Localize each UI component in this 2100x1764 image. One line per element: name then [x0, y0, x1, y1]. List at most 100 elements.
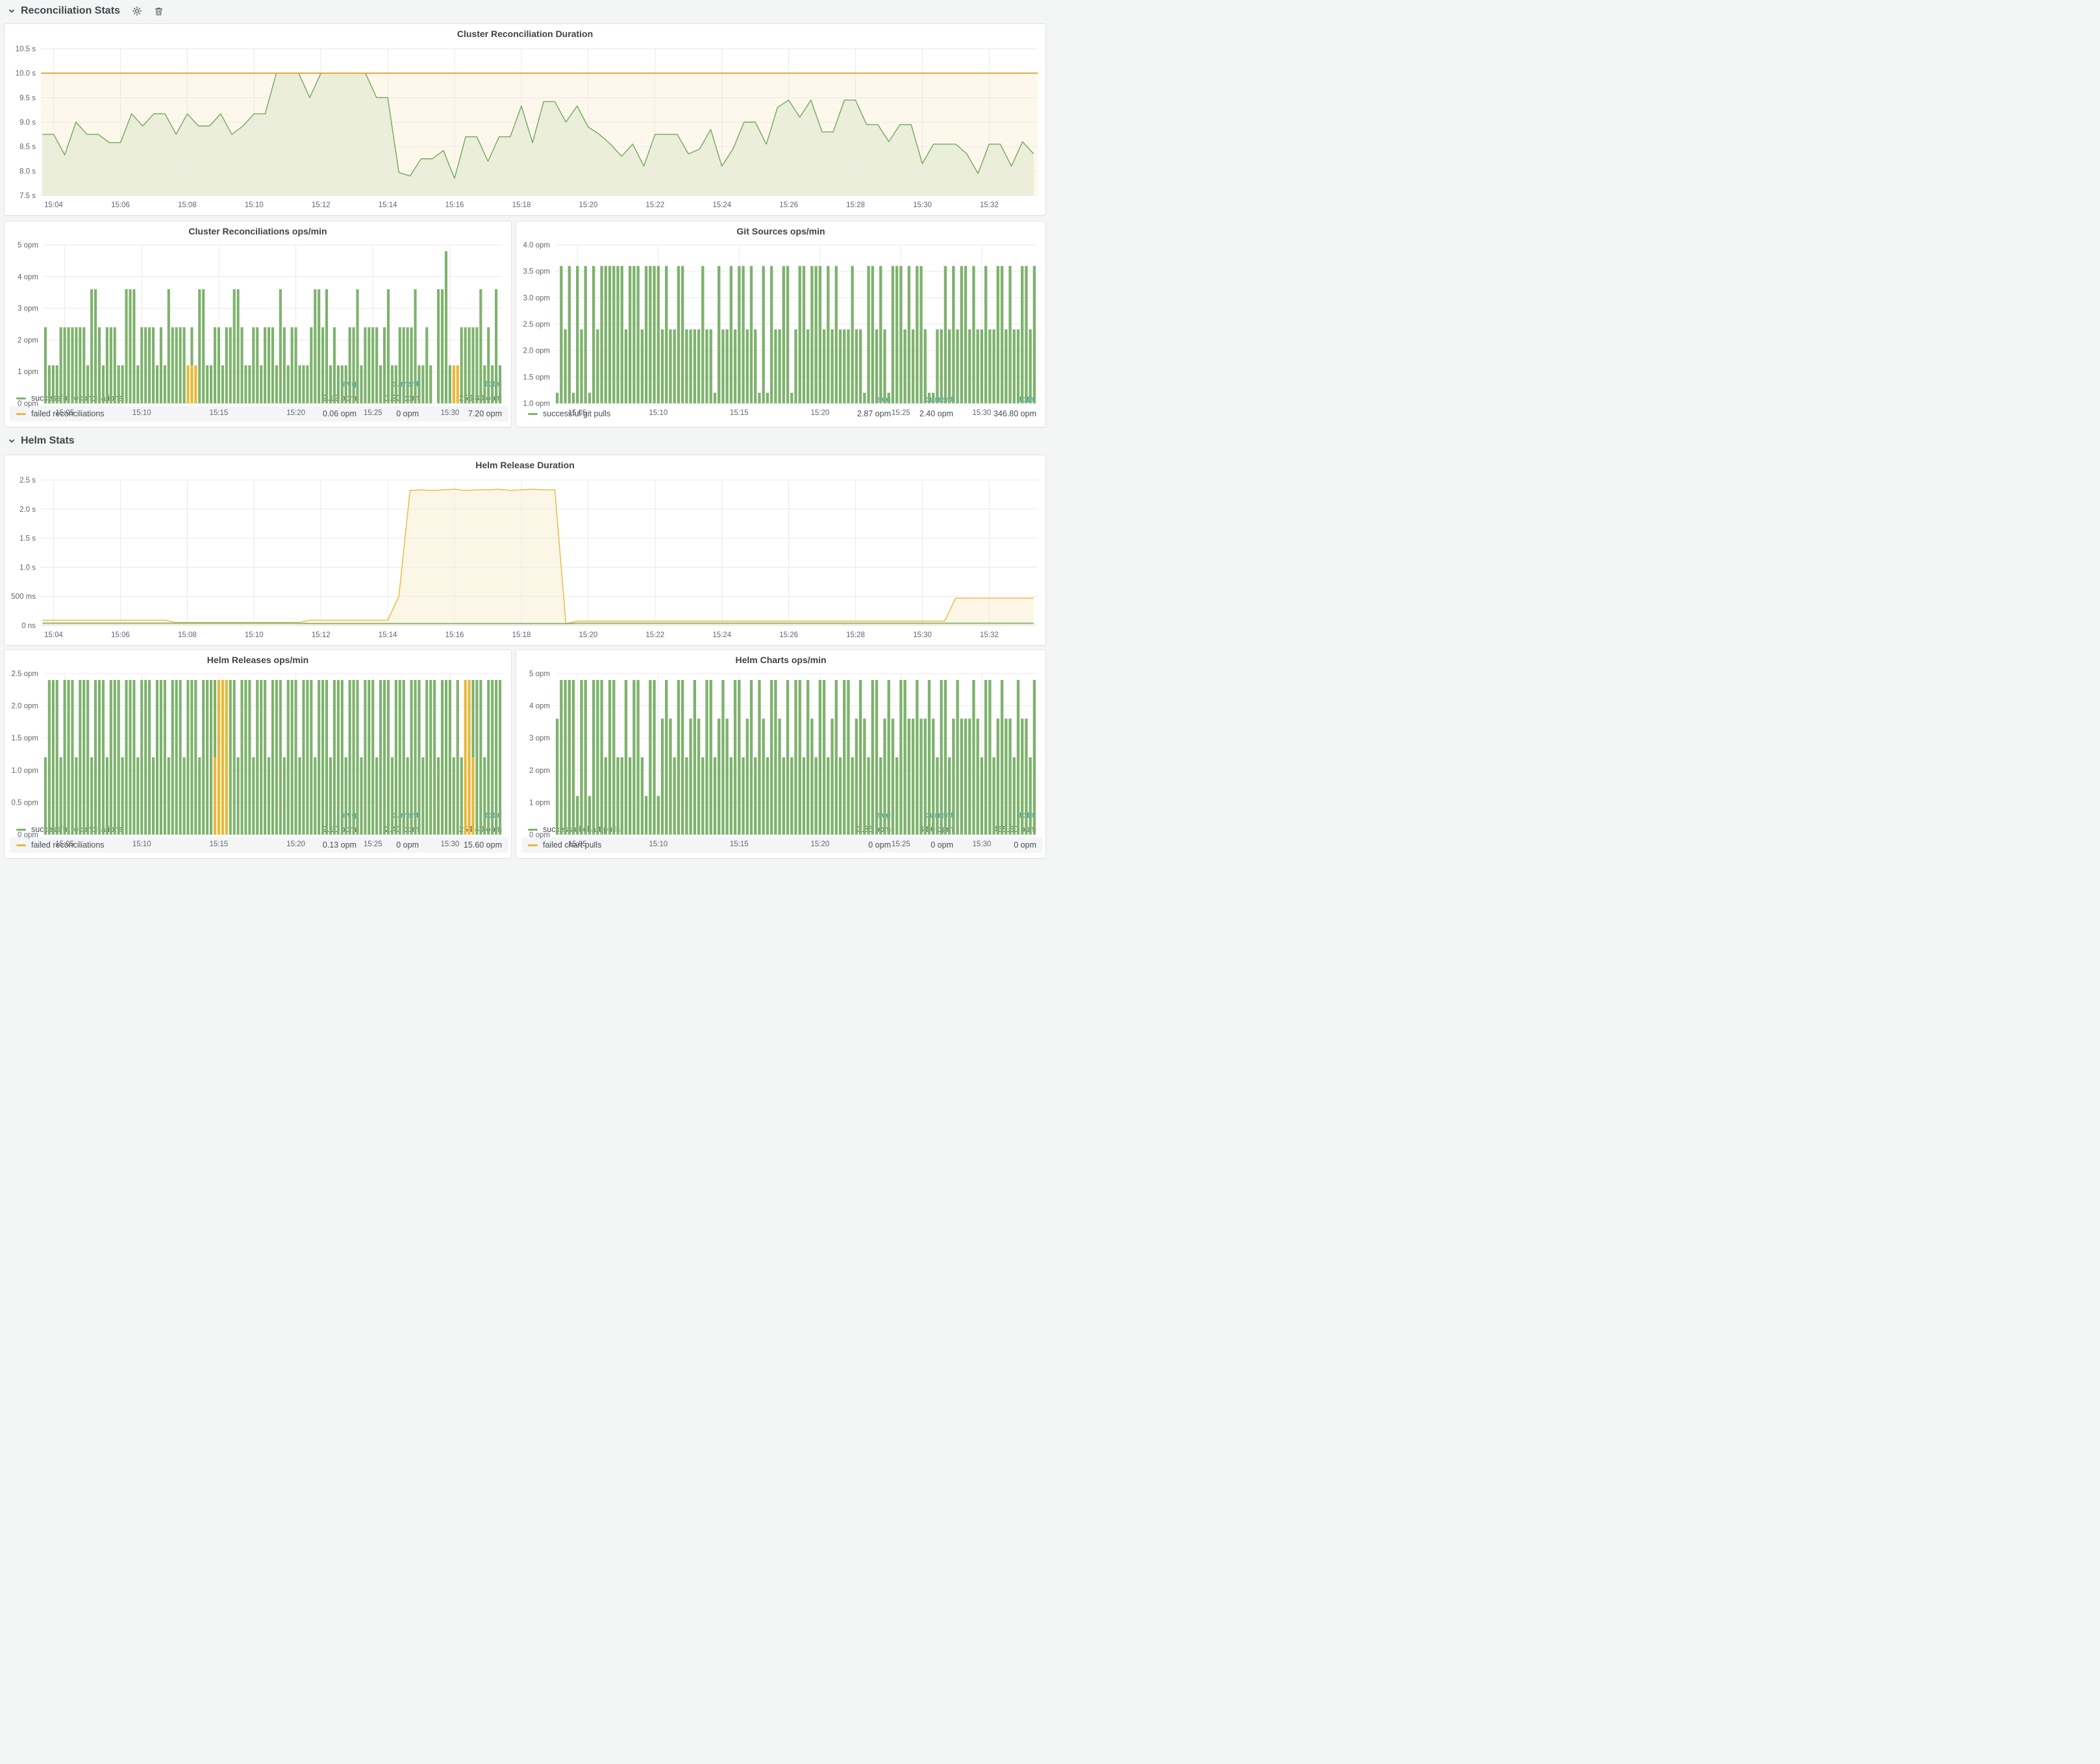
svg-text:10.0 s: 10.0 s: [16, 70, 36, 78]
svg-text:15:20: 15:20: [810, 409, 829, 417]
svg-text:10.5 s: 10.5 s: [16, 45, 36, 53]
legend-series-label[interactable]: failed reconciliations: [16, 409, 297, 418]
svg-text:15:10: 15:10: [132, 840, 151, 848]
svg-text:1.5 opm: 1.5 opm: [11, 735, 38, 742]
legend-value: 2.40 opm: [919, 409, 953, 418]
dashboard: Reconciliation Stats Cluster Reconciliat…: [0, 0, 1050, 882]
section-title[interactable]: Helm Stats: [21, 435, 75, 446]
trash-icon[interactable]: [154, 6, 164, 16]
svg-text:15:20: 15:20: [286, 409, 305, 417]
chevron-down-icon[interactable]: [8, 437, 16, 445]
svg-text:15:30: 15:30: [973, 409, 992, 417]
svg-text:15:10: 15:10: [132, 409, 151, 417]
series-color-dash-icon: [16, 828, 26, 831]
svg-text:2.5 opm: 2.5 opm: [11, 670, 38, 678]
series-color-dash-icon: [16, 397, 26, 399]
svg-text:15:30: 15:30: [913, 201, 932, 209]
svg-text:2.0 opm: 2.0 opm: [523, 347, 550, 355]
svg-text:15:10: 15:10: [649, 840, 668, 848]
svg-text:0 opm: 0 opm: [18, 400, 38, 408]
legend-series-label[interactable]: successful git pulls: [528, 409, 831, 418]
legend-value: 0.06 opm: [322, 409, 356, 418]
panel-title[interactable]: Cluster Reconciliations ops/min: [188, 226, 327, 236]
svg-text:9.5 s: 9.5 s: [19, 94, 36, 102]
panel-title[interactable]: Helm Releases ops/min: [206, 655, 309, 665]
svg-text:15:24: 15:24: [712, 201, 731, 209]
svg-text:15:30: 15:30: [973, 840, 992, 848]
svg-text:15:16: 15:16: [445, 631, 464, 639]
svg-text:2 opm: 2 opm: [18, 336, 38, 344]
svg-text:7.5 s: 7.5 s: [19, 192, 36, 200]
chart-cluster-reconciliation-duration[interactable]: 7.5 s 8.0 s 8.5 s 9.0 s 9.5 s 10.0 s 10.5 s 15:…: [5, 42, 1045, 215]
chart-cluster-reconciliations-opm[interactable]: 0 opm 1 opm 2 opm 3 opm 4 opm 5 opm 15:05 15:10…: [5, 240, 511, 417]
panel-title[interactable]: Helm Release Duration: [475, 460, 575, 470]
svg-text:15:14: 15:14: [379, 631, 397, 639]
legend-series-label[interactable]: failed reconciliations: [16, 840, 297, 850]
legend-series-label[interactable]: failed chart pulls: [528, 840, 831, 850]
svg-text:1.0 opm: 1.0 opm: [523, 400, 550, 408]
svg-text:1.5 opm: 1.5 opm: [523, 373, 550, 381]
svg-text:15:12: 15:12: [312, 631, 331, 639]
svg-text:15:04: 15:04: [44, 201, 63, 209]
legend-value: 0 opm: [1014, 840, 1036, 850]
panel-title[interactable]: Git Sources ops/min: [736, 226, 825, 236]
svg-text:5 opm: 5 opm: [529, 670, 550, 678]
svg-text:1.0 s: 1.0 s: [19, 564, 36, 572]
series-color-dash-icon: [528, 844, 538, 846]
svg-text:15:08: 15:08: [178, 631, 197, 639]
panel-title[interactable]: Helm Charts ops/min: [735, 655, 827, 665]
svg-text:15:06: 15:06: [111, 201, 130, 209]
svg-text:1.0 opm: 1.0 opm: [11, 767, 38, 775]
svg-text:15:32: 15:32: [980, 201, 999, 209]
panel-cluster-reconciliation-duration: Cluster Reconciliation Duration 7.5 s 8.0…: [4, 23, 1046, 216]
panel-title[interactable]: Cluster Reconciliation Duration: [456, 29, 594, 39]
svg-text:15:26: 15:26: [779, 201, 798, 209]
series-color-dash-icon: [528, 412, 538, 415]
legend-value: 0 opm: [931, 840, 953, 850]
svg-text:15:15: 15:15: [730, 409, 749, 417]
section-title[interactable]: Reconciliation Stats: [21, 5, 120, 16]
panel-helm-releases-opm: Helm Releases ops/min 0 opm 0.5 opm 1.0 op…: [4, 649, 512, 859]
legend-value: 2.87 opm: [856, 409, 891, 418]
svg-text:4.0 opm: 4.0 opm: [523, 242, 550, 249]
svg-text:500 ms: 500 ms: [11, 593, 36, 601]
gear-icon[interactable]: [132, 6, 142, 16]
panel-helm-charts-opm: Helm Charts ops/min 0 opm 1 opm 2 opm 3 opm…: [516, 649, 1046, 859]
svg-text:15:32: 15:32: [980, 631, 999, 639]
legend-value: 0 opm: [396, 409, 419, 418]
svg-text:3 opm: 3 opm: [529, 735, 550, 742]
svg-text:9.0 s: 9.0 s: [19, 119, 36, 127]
chart-helm-charts-opm[interactable]: 0 opm 1 opm 2 opm 3 opm 4 opm 5 opm 15:05 15:10…: [516, 668, 1045, 848]
panel-cluster-reconciliations-opm: Cluster Reconciliations ops/min 0 opm 1 o…: [4, 221, 512, 427]
svg-text:2.0 s: 2.0 s: [19, 506, 36, 514]
svg-text:15:20: 15:20: [810, 840, 829, 848]
section-header-reconciliation-stats[interactable]: Reconciliation Stats: [0, 0, 1050, 22]
svg-text:15:28: 15:28: [846, 631, 865, 639]
svg-text:15:25: 15:25: [892, 409, 910, 417]
svg-text:15:15: 15:15: [210, 409, 229, 417]
series-color-dash-icon: [16, 844, 26, 846]
svg-text:15:10: 15:10: [649, 409, 668, 417]
svg-text:15:22: 15:22: [645, 201, 664, 209]
svg-text:0 opm: 0 opm: [529, 831, 550, 839]
svg-text:15:22: 15:22: [645, 631, 664, 639]
section-header-helm-stats[interactable]: Helm Stats: [0, 430, 1050, 452]
svg-text:15:12: 15:12: [312, 201, 331, 209]
svg-text:3.0 opm: 3.0 opm: [523, 294, 550, 302]
svg-text:15:25: 15:25: [364, 840, 382, 848]
series-color-dash-icon: [16, 412, 26, 415]
svg-text:15:25: 15:25: [364, 409, 382, 417]
svg-text:15:18: 15:18: [512, 631, 531, 639]
svg-text:0.5 opm: 0.5 opm: [11, 799, 38, 807]
chart-helm-release-duration[interactable]: 0 ns 500 ms 1.0 s 1.5 s 2.0 s 2.5 s 15:04 15:06…: [5, 473, 1045, 645]
svg-text:8.0 s: 8.0 s: [19, 168, 36, 175]
svg-text:4 opm: 4 opm: [18, 273, 38, 281]
legend-row: failed reconciliations 0.06 opm 0 opm 7.20 …: [10, 406, 508, 422]
chevron-down-icon[interactable]: [8, 7, 16, 15]
chart-helm-releases-opm[interactable]: 0 opm 0.5 opm 1.0 opm 1.5 opm 2.0 opm 2.5 opm…: [5, 668, 511, 848]
svg-text:2.0 opm: 2.0 opm: [11, 703, 38, 711]
svg-text:15:05: 15:05: [568, 409, 587, 417]
svg-text:15:20: 15:20: [286, 840, 305, 848]
chart-git-sources-opm[interactable]: 1.0 opm 1.5 opm 2.0 opm 2.5 opm 3.0 opm 3.5 o…: [516, 240, 1045, 417]
svg-text:15:18: 15:18: [512, 201, 531, 209]
